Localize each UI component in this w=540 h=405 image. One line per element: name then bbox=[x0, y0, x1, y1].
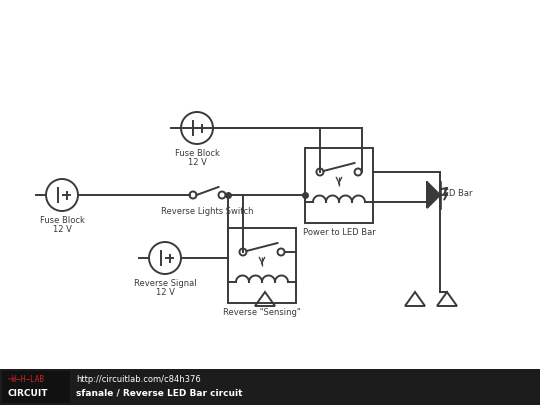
Bar bbox=[2, 371, 70, 403]
Text: Reverse "Sensing": Reverse "Sensing" bbox=[223, 308, 301, 317]
Text: 12 V: 12 V bbox=[52, 225, 71, 234]
Text: CIRCUIT: CIRCUIT bbox=[8, 389, 49, 398]
Text: LED Bar: LED Bar bbox=[439, 189, 472, 198]
Text: Reverse Signal: Reverse Signal bbox=[134, 279, 197, 288]
Text: sfanale / Reverse LED Bar circuit: sfanale / Reverse LED Bar circuit bbox=[76, 389, 242, 398]
Text: ~W—H—LAB: ~W—H—LAB bbox=[8, 375, 45, 384]
Bar bbox=[305, 148, 373, 223]
Text: Fuse Block: Fuse Block bbox=[174, 149, 219, 158]
Bar bbox=[0, 369, 540, 405]
Polygon shape bbox=[427, 182, 440, 208]
Text: Reverse Lights Switch: Reverse Lights Switch bbox=[161, 207, 254, 216]
Text: Fuse Block: Fuse Block bbox=[39, 216, 84, 225]
Text: 12 V: 12 V bbox=[156, 288, 174, 297]
Text: 12 V: 12 V bbox=[187, 158, 206, 167]
Text: Power to LED Bar: Power to LED Bar bbox=[302, 228, 375, 237]
Bar bbox=[228, 228, 296, 303]
Text: http://circuitlab.com/c84h376: http://circuitlab.com/c84h376 bbox=[76, 375, 201, 384]
